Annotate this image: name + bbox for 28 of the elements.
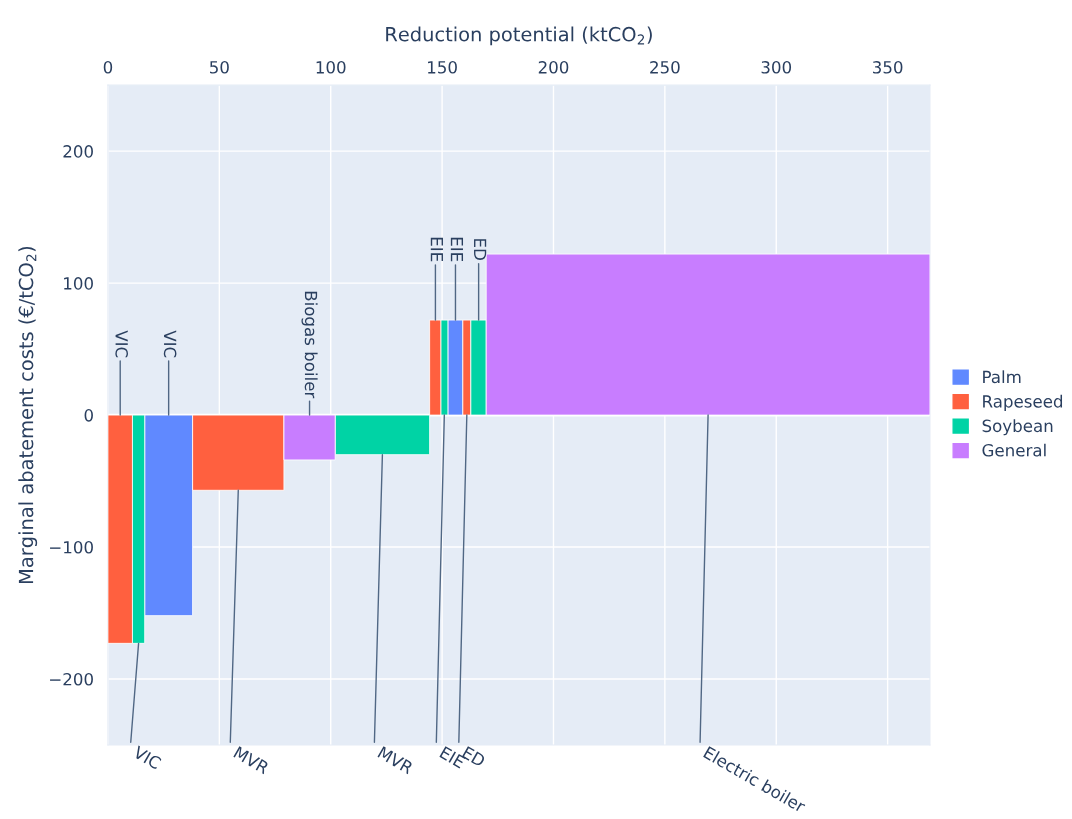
annotation: VIC bbox=[132, 745, 162, 770]
y-tick-label: 100 bbox=[64, 277, 93, 290]
annotation: MVR bbox=[377, 746, 415, 775]
legend-label: Soybean bbox=[982, 419, 1053, 436]
x-tick-label: 0 bbox=[103, 61, 113, 74]
annotation: Biogas boiler bbox=[301, 291, 318, 399]
y-tick-label: 200 bbox=[63, 145, 93, 158]
annotation: EIE bbox=[430, 237, 443, 262]
y-axis-title: Marginal abatement costs (€/tCO$_{2}$) bbox=[18, 246, 38, 584]
x-tick-label: 150 bbox=[428, 61, 457, 74]
x-tick-label: 300 bbox=[761, 61, 792, 74]
x-tick-label: 350 bbox=[873, 61, 903, 74]
annotation: ED bbox=[474, 239, 487, 260]
annotation: EIE bbox=[450, 237, 464, 262]
y-tick-label: −100 bbox=[50, 540, 93, 554]
annotation: MVR bbox=[233, 746, 270, 775]
annotation: VIC bbox=[115, 330, 128, 358]
x-tick-label: 200 bbox=[538, 61, 569, 74]
x-tick-label: 50 bbox=[210, 61, 229, 74]
legend-label: Rapeseed bbox=[983, 394, 1063, 411]
y-tick-label: 0 bbox=[84, 409, 93, 422]
x-tick-label: 250 bbox=[650, 61, 680, 74]
annotation: VIC bbox=[163, 330, 177, 358]
x-axis-title: Reduction potential (ktCO$_{2}$) bbox=[386, 26, 652, 46]
legend-label: General bbox=[982, 443, 1046, 457]
y-tick-label: −200 bbox=[50, 672, 93, 686]
x-tick-label: 100 bbox=[316, 61, 346, 74]
legend-label: Palm bbox=[983, 370, 1021, 384]
